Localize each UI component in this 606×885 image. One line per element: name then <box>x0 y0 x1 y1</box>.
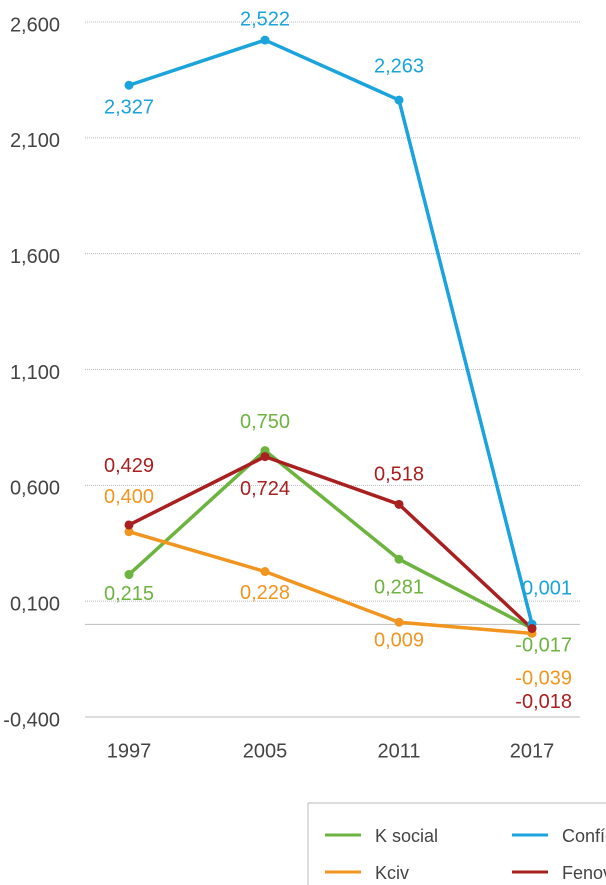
data-label: -0,039 <box>515 668 572 690</box>
data-label: 0,429 <box>104 455 154 477</box>
y-tick-label: 0,100 <box>10 593 60 615</box>
x-tick-label: 2017 <box>510 740 555 762</box>
data-point <box>260 35 270 45</box>
x-tick-label: 1997 <box>107 740 152 762</box>
legend-label: Confíe <box>562 826 606 846</box>
data-label: 0,009 <box>374 630 424 652</box>
data-label: 0,228 <box>240 582 290 604</box>
data-label: 0,281 <box>374 577 424 599</box>
y-tick-label: 2,600 <box>10 14 60 36</box>
data-label: 2,327 <box>104 97 154 119</box>
series-line <box>128 454 534 630</box>
series-line <box>128 38 534 625</box>
data-label: 0,724 <box>240 478 290 500</box>
data-point <box>527 624 537 634</box>
data-point <box>124 527 134 537</box>
series-line <box>127 448 533 630</box>
data-label: 0,750 <box>240 411 290 433</box>
y-tick-label: 1,100 <box>10 362 60 384</box>
data-point <box>124 570 134 580</box>
x-tick-label: 2005 <box>243 740 288 762</box>
series-line <box>128 529 533 636</box>
data-point <box>394 499 404 509</box>
data-point <box>124 80 134 90</box>
legend-label: K social <box>375 826 438 846</box>
data-label: 0,400 <box>104 486 154 508</box>
y-tick-label: 1,600 <box>10 246 60 268</box>
data-point <box>124 520 134 530</box>
data-label: 0,518 <box>374 464 424 486</box>
legend-label: Kciv <box>375 863 409 883</box>
data-point <box>394 554 404 564</box>
y-tick-label: 2,100 <box>10 130 60 152</box>
data-point <box>394 95 404 105</box>
data-label: -0,017 <box>515 635 572 657</box>
data-label: 2,522 <box>240 8 290 30</box>
data-point <box>260 567 270 577</box>
x-tick-label: 2011 <box>377 740 420 762</box>
y-tick-label: 0,600 <box>10 478 60 500</box>
data-label: 0,001 <box>522 577 572 599</box>
data-label: -0,018 <box>515 691 572 713</box>
data-point <box>260 452 270 462</box>
data-point <box>394 617 404 627</box>
data-label: 0,215 <box>104 583 154 605</box>
data-label: 2,263 <box>374 55 424 77</box>
legend-label: Fenoval <box>562 863 606 883</box>
y-tick-label: -0,400 <box>3 709 60 731</box>
